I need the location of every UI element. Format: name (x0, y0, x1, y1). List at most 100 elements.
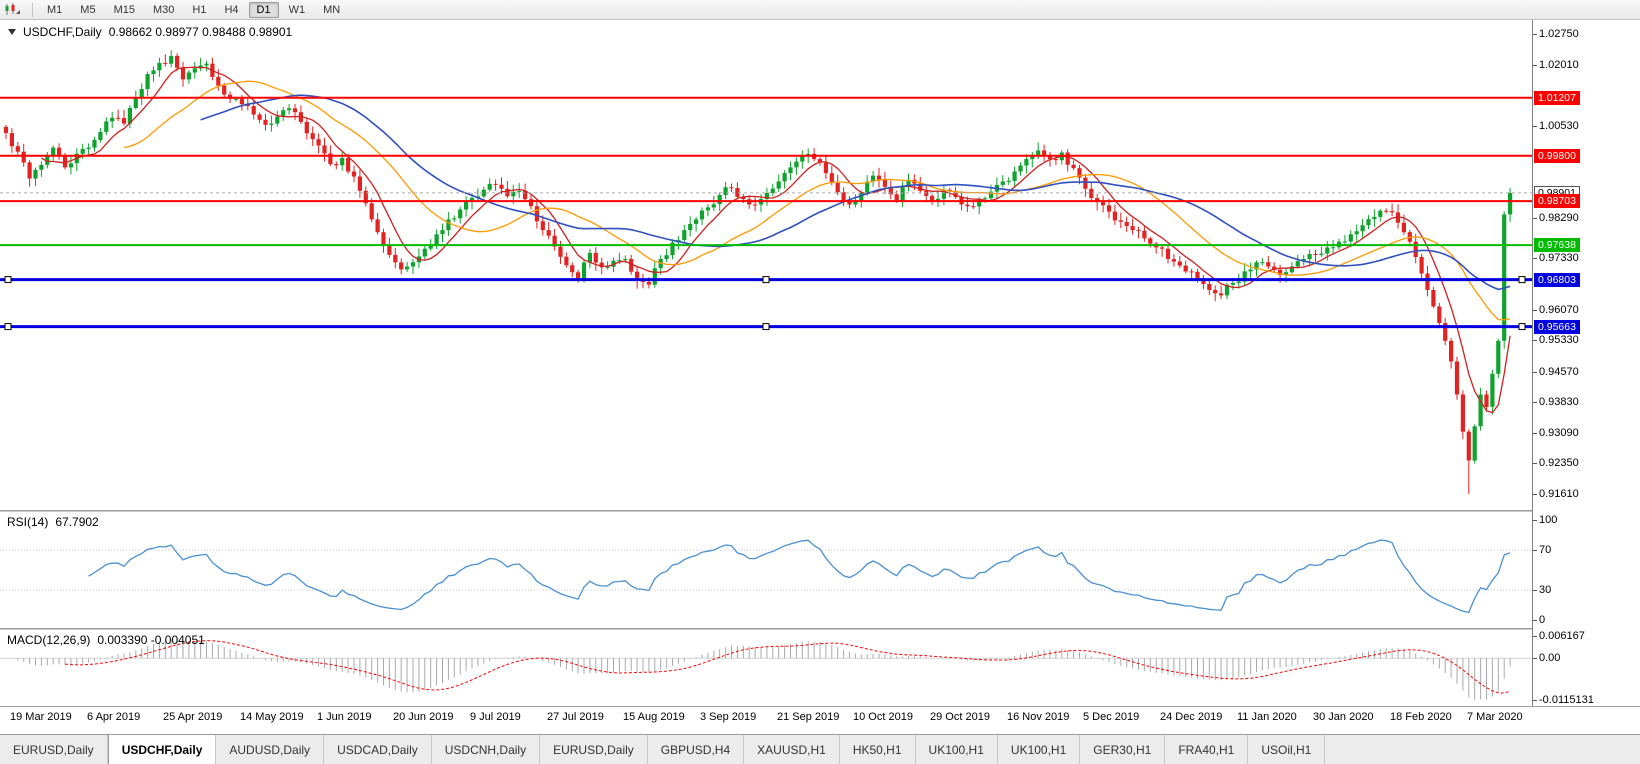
price-line-badge: 1.01207 (1534, 91, 1580, 105)
axis-tick-label: 0.97330 (1539, 252, 1579, 264)
date-axis-label: 9 Jul 2019 (470, 711, 521, 723)
axis-tick-label: 30 (1539, 584, 1552, 596)
chart-tab-eurusd-daily[interactable]: EURUSD,Daily (540, 735, 648, 764)
axis-tick-mark (1533, 658, 1537, 659)
date-axis-label: 3 Sep 2019 (700, 711, 757, 723)
chart-tab-uk100-h1[interactable]: UK100,H1 (916, 735, 998, 764)
date-axis-label: 1 Jun 2019 (317, 711, 372, 723)
chart-tab-usdcad-daily[interactable]: USDCAD,Daily (324, 735, 432, 764)
axis-tick-label: 0.00 (1539, 652, 1561, 664)
axis-tick-mark (1533, 126, 1537, 127)
axis-tick-label: 0.91610 (1539, 488, 1579, 500)
timeframe-button-m15[interactable]: M15 (113, 3, 135, 16)
axis-tick-mark (1533, 620, 1537, 621)
date-axis-label: 29 Oct 2019 (930, 711, 990, 723)
axis-tick-label: 1.02010 (1539, 59, 1579, 71)
chart-tab-usdcnh-daily[interactable]: USDCNH,Daily (432, 735, 541, 764)
axis-tick-mark (1533, 310, 1537, 311)
macd-chart-canvas[interactable] (0, 630, 1532, 706)
toolbar-separator (32, 2, 33, 17)
chart-tab-audusd-daily[interactable]: AUDUSD,Daily (216, 735, 325, 764)
chart-tab-hk50-h1[interactable]: HK50,H1 (840, 735, 916, 764)
axis-tick-mark (1533, 590, 1537, 591)
price-line-badge: 0.96803 (1534, 273, 1580, 287)
axis-tick-mark (1533, 258, 1537, 259)
axis-tick-label: 100 (1539, 514, 1558, 526)
axis-tick-mark (1533, 636, 1537, 637)
price-line-badge: 0.97638 (1534, 238, 1580, 252)
date-axis-label: 30 Jan 2020 (1313, 711, 1374, 723)
date-axis-label: 24 Dec 2019 (1160, 711, 1223, 723)
timeframe-button-h1[interactable]: H1 (192, 3, 207, 16)
timeframe-toolbar: M1 M5 M15 M30 H1 H4 D1 W1 MN (0, 0, 1640, 20)
timeframe-button-m5[interactable]: M5 (80, 3, 96, 16)
chart-ohlc-values: 0.98662 0.98977 0.98488 0.98901 (108, 25, 293, 39)
chart-tab-bar: EURUSD,Daily USDCHF,Daily AUDUSD,Daily USDC… (0, 734, 1640, 764)
rsi-line-svg[interactable] (0, 512, 1532, 628)
macd-histogram-svg[interactable] (0, 630, 1532, 706)
price-line-badge: 0.95663 (1534, 320, 1580, 334)
timeframe-button-m30[interactable]: M30 (152, 3, 175, 16)
timeframe-buttons: M1 M5 M15 M30 H1 H4 D1 W1 MN (38, 1, 349, 18)
rsi-name: RSI(14) (7, 515, 49, 529)
axis-tick-mark (1533, 340, 1537, 341)
axis-tick-mark (1533, 700, 1537, 701)
macd-label: MACD(12,26,9) 0.003390 -0.004051 (7, 633, 205, 647)
macd-indicator-pane[interactable]: MACD(12,26,9) 0.003390 -0.004051 (0, 630, 1532, 706)
price-axis[interactable]: 1.02750 1.02010 1.00530 0.98290 0.97330 0.960… (1532, 20, 1640, 706)
chart-tab-gbpusd-h4[interactable]: GBPUSD,H4 (648, 735, 745, 764)
date-axis-label: 15 Aug 2019 (623, 711, 685, 723)
chart-type-icon[interactable] (4, 3, 20, 16)
price-chart-pane[interactable]: USDCHF,Daily 0.98662 0.98977 0.98488 0.9… (0, 20, 1532, 510)
axis-tick-mark (1533, 433, 1537, 434)
date-axis-label: 11 Jan 2020 (1237, 711, 1297, 723)
chart-tab-xauusd-h1[interactable]: XAUUSD,H1 (744, 735, 840, 764)
timeframe-button-d1[interactable]: D1 (248, 1, 279, 18)
pane-resize-separator[interactable] (0, 628, 1640, 630)
date-axis[interactable]: 19 Mar 2019 6 Apr 2019 25 Apr 2019 14 May 2… (0, 706, 1640, 734)
axis-tick-label: 1.02750 (1539, 28, 1579, 40)
date-axis-label: 18 Feb 2020 (1390, 711, 1452, 723)
axis-tick-label: 0.98290 (1539, 212, 1579, 224)
pane-resize-separator[interactable] (0, 510, 1640, 512)
chart-tab-eurusd-daily[interactable]: EURUSD,Daily (0, 735, 108, 764)
axis-tick-mark (1533, 65, 1537, 66)
date-axis-label: 25 Apr 2019 (163, 711, 223, 723)
chart-tab-fra40-h1[interactable]: FRA40,H1 (1165, 735, 1249, 764)
date-axis-label: 6 Apr 2019 (87, 711, 141, 723)
chart-marker-icon[interactable] (8, 29, 16, 35)
axis-tick-mark (1533, 550, 1537, 551)
price-chart-svg[interactable] (0, 20, 1532, 510)
timeframe-button-m1[interactable]: M1 (47, 3, 63, 16)
timeframe-button-mn[interactable]: MN (323, 3, 341, 16)
chart-tab-uk100-h1[interactable]: UK100,H1 (998, 735, 1081, 764)
axis-tick-label: 0.94570 (1539, 366, 1579, 378)
axis-tick-label: 0.93090 (1539, 427, 1579, 439)
chart-symbol-period: USDCHF,Daily (23, 25, 102, 39)
price-line-badge: 0.99800 (1534, 149, 1580, 163)
rsi-value: 67.7902 (55, 515, 99, 529)
chart-tab-usdchf-daily[interactable]: USDCHF,Daily (107, 735, 217, 764)
axis-tick-mark (1533, 402, 1537, 403)
axis-tick-label: 0.96070 (1539, 304, 1579, 316)
timeframe-button-w1[interactable]: W1 (288, 3, 306, 16)
date-axis-label: 14 May 2019 (240, 711, 304, 723)
date-axis-label: 10 Oct 2019 (853, 711, 913, 723)
rsi-chart-canvas[interactable] (0, 512, 1532, 628)
macd-values: 0.003390 -0.004051 (97, 633, 205, 647)
rsi-indicator-pane[interactable]: RSI(14) 67.7902 (0, 512, 1532, 628)
macd-name: MACD(12,26,9) (7, 633, 91, 647)
price-chart-canvas[interactable] (0, 20, 1532, 510)
axis-tick-mark (1533, 463, 1537, 464)
date-axis-label: 19 Mar 2019 (10, 711, 72, 723)
chart-tab-usoil-h1[interactable]: USOil,H1 (1248, 735, 1326, 764)
axis-tick-mark (1533, 494, 1537, 495)
date-axis-label: 20 Jun 2019 (393, 711, 454, 723)
axis-tick-label: 0.95330 (1539, 334, 1579, 346)
timeframe-button-h4[interactable]: H4 (224, 3, 239, 16)
chart-tab-ger30-h1[interactable]: GER30,H1 (1080, 735, 1166, 764)
axis-tick-label: 0 (1539, 614, 1546, 626)
axis-tick-mark (1533, 218, 1537, 219)
axis-tick-label: 0.93830 (1539, 396, 1579, 408)
